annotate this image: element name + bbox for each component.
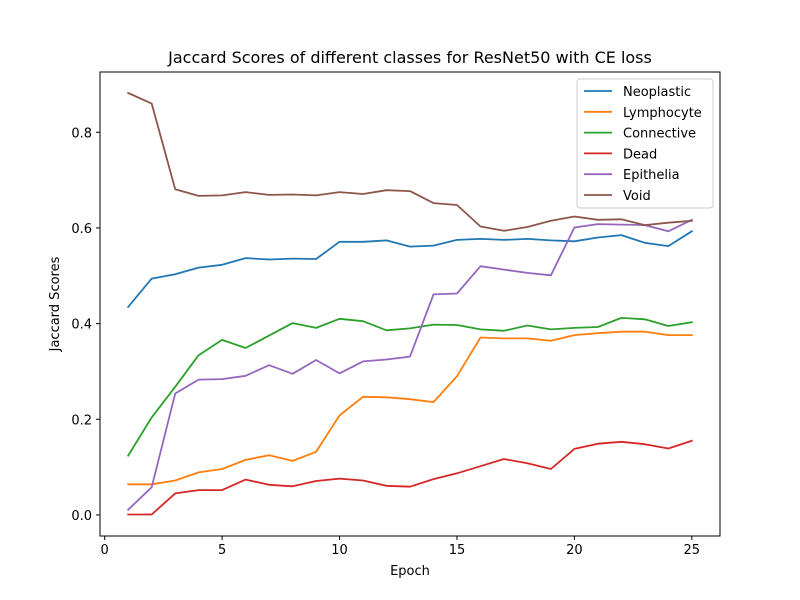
legend: Neoplastic Lymphocyte Connective Dead Epithe… bbox=[576, 78, 714, 209]
y-axis-label: Jaccard Scores bbox=[48, 256, 63, 352]
legend-label-connective: Connective bbox=[623, 127, 696, 142]
x-tick-label: 25 bbox=[684, 543, 701, 558]
axis-ticks: 0 5 10 15 20 25 0.0 0.2 0.4 0.6 0.8 bbox=[71, 126, 700, 558]
legend-label-dead: Dead bbox=[623, 147, 657, 162]
x-axis-label: Epoch bbox=[390, 564, 430, 579]
x-tick-label: 15 bbox=[449, 543, 466, 558]
x-tick-label: 0 bbox=[101, 543, 109, 558]
legend-label-void: Void bbox=[623, 189, 651, 204]
y-tick-label: 0.8 bbox=[71, 126, 92, 141]
y-tick-label: 0.2 bbox=[71, 413, 92, 428]
series-lines bbox=[126, 91, 694, 516]
y-tick-label: 0.0 bbox=[71, 509, 92, 524]
series-line-dead bbox=[127, 439, 693, 516]
plot-frame bbox=[99, 71, 721, 537]
x-tick-label: 5 bbox=[218, 543, 226, 558]
legend-label-lymphocyte: Lymphocyte bbox=[623, 106, 702, 121]
chart-title: Jaccard Scores of different classes for … bbox=[167, 48, 652, 67]
series-line-void bbox=[127, 91, 693, 232]
legend-label-neoplastic: Neoplastic bbox=[623, 85, 691, 100]
legend-label-epithelia: Epithelia bbox=[623, 168, 680, 183]
series-line-neoplastic bbox=[126, 230, 694, 309]
x-tick-label: 20 bbox=[566, 543, 583, 558]
series-line-lymphocyte bbox=[127, 330, 693, 486]
x-tick-label: 10 bbox=[331, 543, 348, 558]
series-line-epithelia bbox=[126, 218, 694, 511]
series-line-connective bbox=[126, 316, 693, 457]
y-tick-label: 0.4 bbox=[71, 318, 92, 333]
y-tick-label: 0.6 bbox=[71, 222, 92, 237]
